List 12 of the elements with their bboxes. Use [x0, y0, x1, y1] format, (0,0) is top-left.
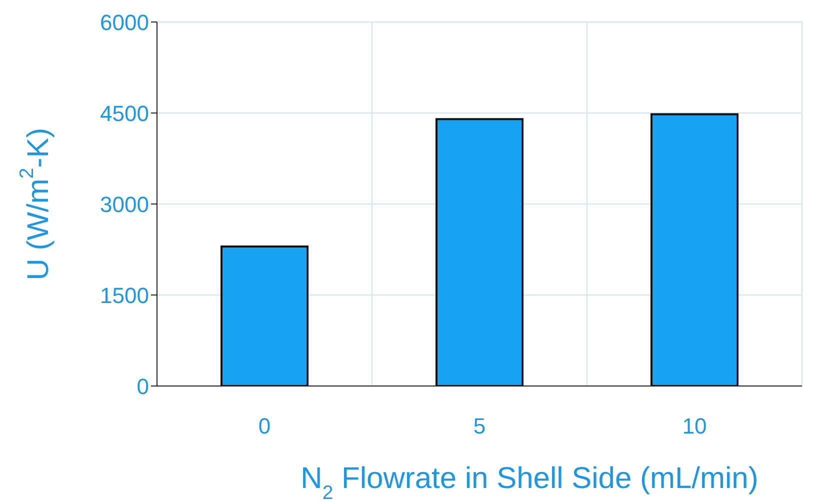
y-tick-label: 6000: [100, 10, 149, 35]
bar: [650, 113, 738, 386]
bar: [436, 118, 524, 386]
y-tick-label: 1500: [100, 282, 149, 308]
x-axis-title: N$_{2}$ Flowrate in Shell Side (mL/min): [300, 462, 758, 502]
y-tick-label: 4500: [100, 100, 149, 126]
x-tick-label: 0: [258, 414, 271, 439]
x-tick-label: 10: [682, 414, 707, 439]
bar: [220, 245, 308, 386]
x-tick-label: 5: [473, 414, 486, 439]
y-tick-label: 0: [136, 374, 149, 399]
y-tick-label: 3000: [100, 192, 149, 217]
